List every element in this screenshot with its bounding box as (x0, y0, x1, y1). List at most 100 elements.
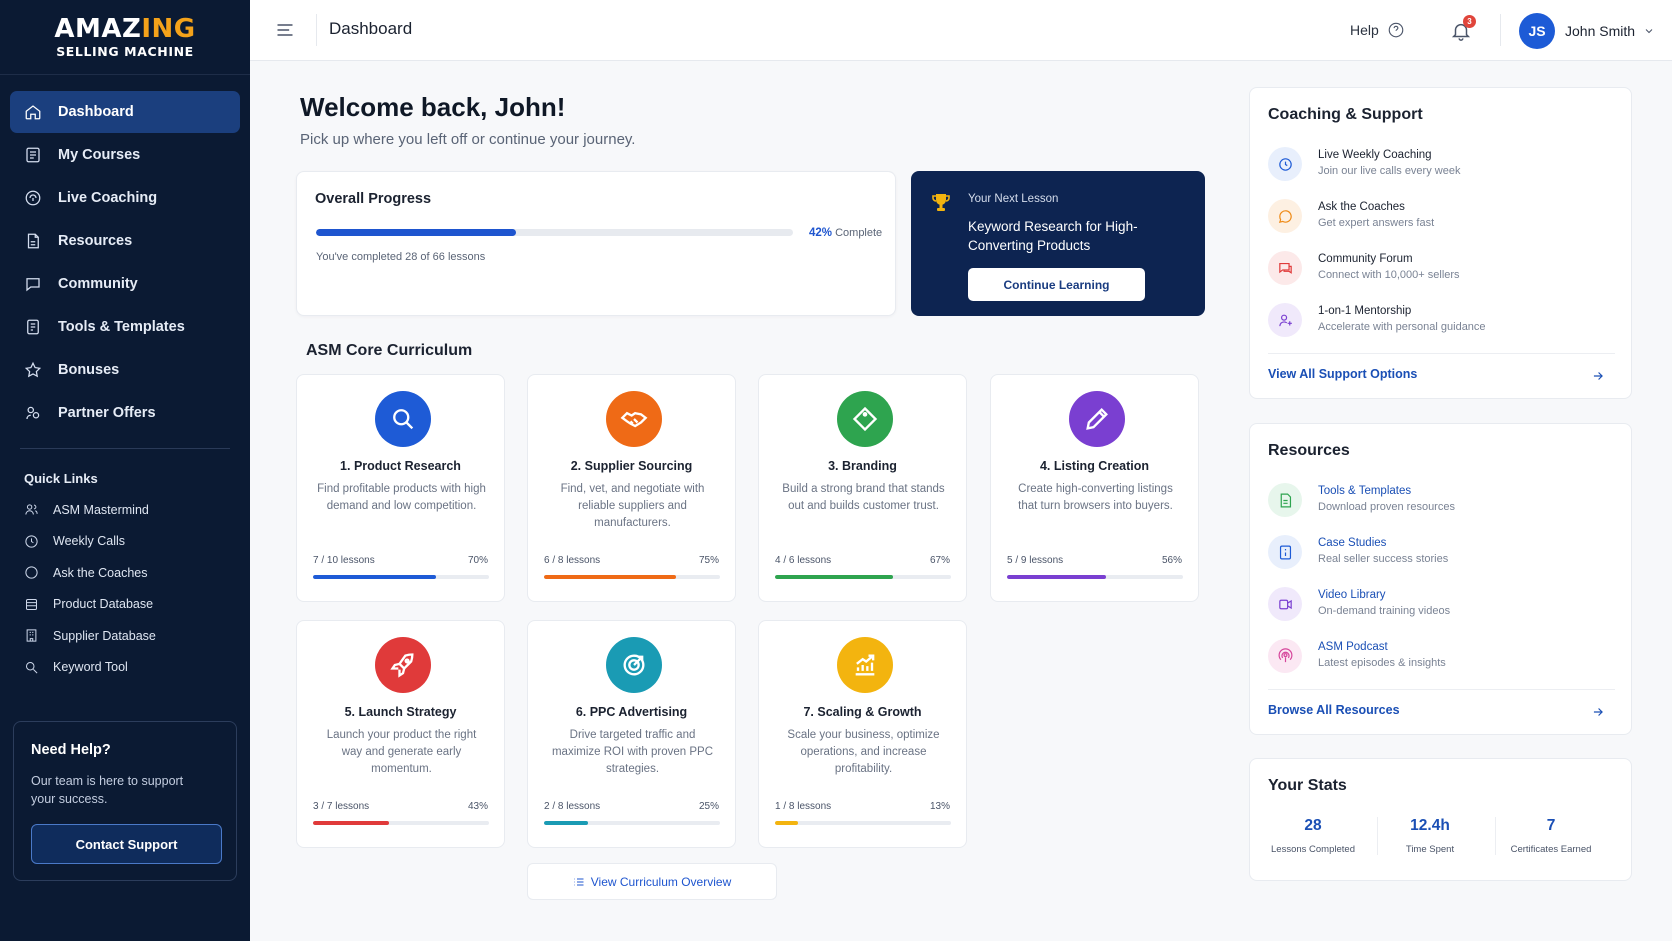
sidebar-item-live-coaching[interactable]: Live Coaching (10, 177, 240, 219)
course-description: Find, vet, and negotiate with reliable s… (560, 483, 705, 529)
view-all-support-link[interactable]: View All Support Options (1268, 367, 1418, 381)
view-all-support-arrow[interactable] (1591, 369, 1605, 383)
next-lesson-title: Keyword Research for High-Converting Pro… (968, 219, 1138, 253)
list-icon (574, 878, 584, 885)
quick-link-label: Weekly Calls (53, 534, 126, 549)
quick-link-product-database[interactable]: Product Database (24, 589, 250, 621)
browse-all-resources-link[interactable]: Browse All Resources (1268, 703, 1400, 717)
view-curriculum-label: View Curriculum Overview (590, 874, 732, 889)
sidebar-item-bonuses[interactable]: Bonuses (10, 349, 240, 391)
course-percent: 43% (467, 801, 488, 812)
question-icon (1388, 22, 1404, 38)
home-icon (25, 105, 41, 120)
course-lessons: 2 / 8 lessons (544, 801, 601, 812)
sidebar-item-label: Partner Offers (58, 405, 156, 421)
resource-icon (1268, 587, 1302, 621)
hamburger-icon (277, 24, 293, 36)
support-item-ask-the-coaches[interactable]: Ask the Coaches Get expert answers fast (1268, 198, 1598, 238)
course-card-supplier-sourcing[interactable]: 2. Supplier Sourcing Find, vet, and nego… (527, 374, 736, 602)
sidebar-item-label: Tools & Templates (58, 319, 185, 335)
course-card-ppc-advertising[interactable]: 6. PPC Advertising Drive targeted traffi… (527, 620, 736, 848)
building-icon (26, 629, 37, 642)
quick-link-label: Supplier Database (53, 628, 156, 643)
search-icon (393, 409, 414, 430)
course-progress-fill (313, 575, 437, 579)
logo[interactable]: AMAZING SELLING MACHINE (0, 0, 250, 75)
support-item-mentorship[interactable]: 1-on-1 Mentorship Accelerate with person… (1268, 302, 1598, 342)
course-lessons: 7 / 10 lessons (313, 555, 375, 566)
help-link[interactable]: Help (1350, 21, 1405, 39)
quick-link-asm-mastermind[interactable]: ASM Mastermind (24, 494, 250, 526)
sidebar-item-resources[interactable]: Resources (10, 220, 240, 262)
sidebar-item-tools-templates[interactable]: Tools & Templates (10, 306, 240, 348)
pencil-icon (1086, 408, 1108, 430)
sidebar-item-partner-offers[interactable]: Partner Offers (10, 392, 240, 434)
course-card-launch-strategy[interactable]: 5. Launch Strategy Launch your product t… (296, 620, 505, 848)
browse-all-resources-arrow[interactable] (1591, 705, 1605, 719)
resource-item-video-library[interactable]: Video Library On-demand training videos (1268, 586, 1598, 626)
resource-item-tools-templates[interactable]: Tools & Templates Download proven resour… (1268, 482, 1598, 522)
course-title: 2. Supplier Sourcing (570, 459, 693, 473)
course-progress-bar (775, 821, 951, 825)
resource-item-name: ASM Podcast (1318, 641, 1388, 653)
support-icon (1268, 251, 1302, 285)
contact-support-button[interactable]: Contact Support (31, 824, 222, 864)
support-item-name: Live Weekly Coaching (1318, 149, 1432, 161)
course-description: Launch your product the right way and ge… (326, 729, 477, 775)
clock-icon (1278, 157, 1292, 171)
sidebar-item-community[interactable]: Community (10, 263, 240, 305)
stat-label: Time Spent (1405, 844, 1455, 855)
support-item-sub: Accelerate with personal guidance (1318, 321, 1486, 333)
quick-link-keyword-tool[interactable]: Keyword Tool (24, 652, 250, 684)
menu-toggle-button[interactable] (275, 20, 295, 40)
course-progress-bar (544, 575, 720, 579)
quick-links-title: Quick Links (24, 471, 98, 486)
resource-item-asm-podcast[interactable]: ASM Podcast Latest episodes & insights (1268, 638, 1598, 678)
need-help-title: Need Help? (31, 742, 111, 758)
course-progress-fill (775, 575, 893, 579)
arrow-right-icon (1593, 708, 1603, 716)
quick-link-supplier-database[interactable]: Supplier Database (24, 620, 250, 652)
forum-icon (1278, 262, 1292, 274)
course-progress-bar (1007, 575, 1183, 579)
resource-item-case-studies[interactable]: Case Studies Real seller success stories (1268, 534, 1598, 574)
course-percent: 56% (1161, 555, 1182, 566)
header-divider (316, 14, 317, 46)
notification-badge: 3 (1463, 15, 1476, 28)
logo-line-1: AMAZING (54, 13, 196, 44)
continue-learning-button[interactable]: Continue Learning (968, 268, 1145, 301)
course-lessons: 6 / 8 lessons (544, 555, 601, 566)
course-card-listing-creation[interactable]: 4. Listing Creation Create high-converti… (990, 374, 1199, 602)
quick-link-weekly-calls[interactable]: Weekly Calls (24, 526, 250, 558)
stat-lessons-completed: 28 Lessons Completed (1258, 817, 1368, 855)
sidebar-item-label: Dashboard (58, 104, 134, 120)
support-item-community-forum[interactable]: Community Forum Connect with 10,000+ sel… (1268, 250, 1598, 290)
support-item-sub: Connect with 10,000+ sellers (1318, 269, 1460, 281)
stat-certificates-earned: 7 Certificates Earned (1496, 817, 1606, 855)
course-description: Scale your business, optimize operations… (787, 729, 940, 775)
notifications-button[interactable]: 3 (1450, 15, 1476, 42)
course-description: Create high-converting listings that tur… (1018, 483, 1173, 512)
podcast-icon (1278, 647, 1292, 662)
course-card-branding[interactable]: 3. Branding Build a strong brand that st… (758, 374, 967, 602)
view-curriculum-overview-button[interactable]: View Curriculum Overview (527, 863, 777, 900)
course-progress-bar (313, 821, 489, 825)
course-title: 5. Launch Strategy (344, 705, 457, 719)
course-progress-bar (313, 575, 489, 579)
resource-item-sub: Real seller success stories (1318, 553, 1449, 565)
course-card-product-research[interactable]: 1. Product Research Find profitable prod… (296, 374, 505, 602)
sidebar-item-my-courses[interactable]: My Courses (10, 134, 240, 176)
sidebar-nav: Dashboard My Courses Live Coaching Resou… (0, 75, 250, 434)
quick-link-ask-the-coaches[interactable]: Ask the Coaches (24, 557, 250, 589)
sidebar-item-label: Live Coaching (58, 190, 158, 206)
sidebar-item-dashboard[interactable]: Dashboard (10, 91, 240, 133)
case-study-icon (1279, 545, 1291, 559)
course-percent: 13% (929, 801, 950, 812)
header-divider (1500, 14, 1501, 46)
user-menu[interactable]: JS John Smith (1519, 13, 1655, 49)
support-item-live-weekly-coaching[interactable]: Live Weekly Coaching Join our live calls… (1268, 146, 1598, 186)
course-card-scaling-growth[interactable]: 7. Scaling & Growth Scale your business,… (758, 620, 967, 848)
stat-divider (1495, 817, 1496, 855)
page-title: Dashboard (329, 19, 413, 38)
arrow-right-icon (1593, 372, 1603, 380)
